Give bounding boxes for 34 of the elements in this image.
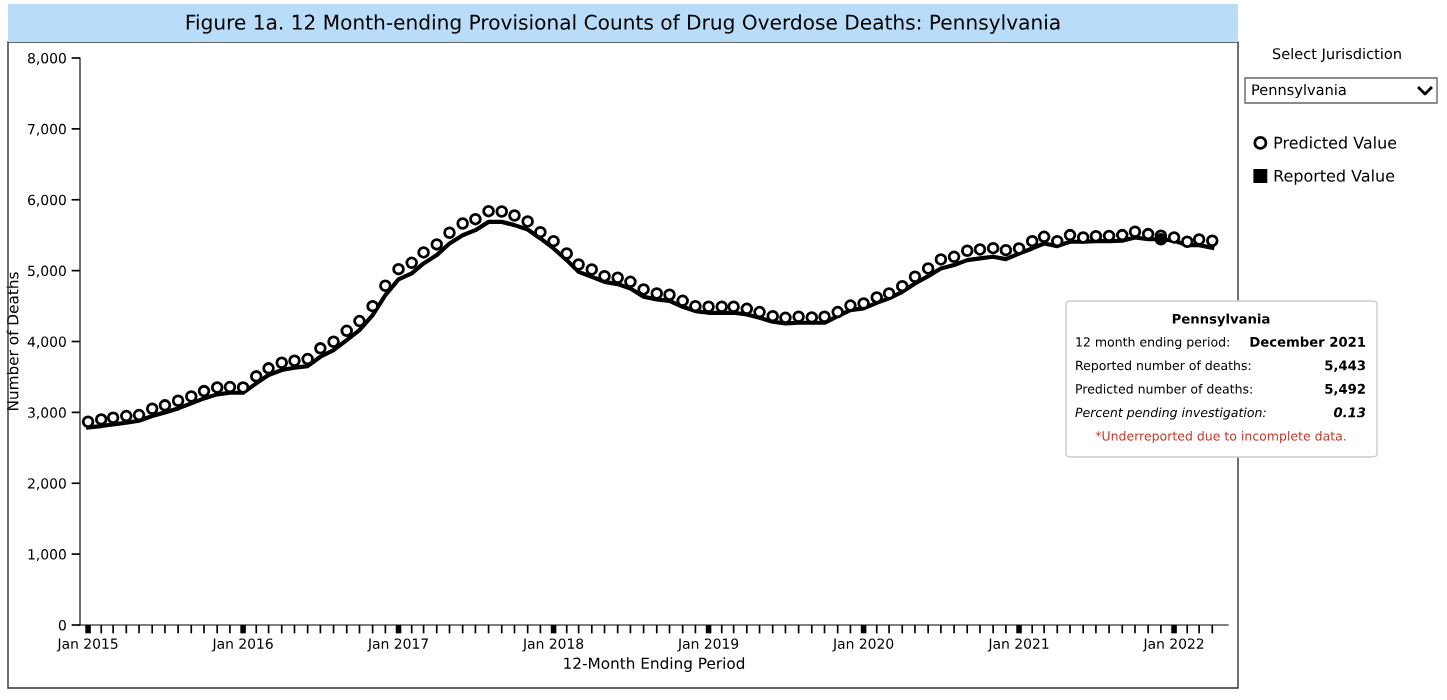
chart-title: Figure 1a. 12 Month-ending Provisional Counts of Drug Overdose Deaths: Pennsylvania: [186, 14, 1060, 34]
y-axis-title: Number of Deaths: [6, 272, 19, 410]
annotation: Pennsylvania: [1172, 313, 1270, 327]
x-axis-title: 12-Month Ending Period: [564, 657, 745, 672]
annotation: Predicted number of deaths:: [1076, 383, 1252, 394]
annotation: Percent pending investigation:: [1075, 407, 1266, 420]
x-tick-label: Jan 2022: [1142, 638, 1204, 652]
x-tick-label: Jan 2015: [56, 638, 118, 652]
y-tick-label: 3,000: [28, 407, 66, 420]
text: Select Jurisdiction: [1272, 47, 1401, 62]
x-tick-label: Jan 2017: [367, 638, 428, 652]
x-tick-label: Jan 2018: [522, 638, 584, 652]
text: December 2021: [1250, 336, 1366, 347]
y-tick-label: 6,000: [28, 194, 66, 207]
y-tick-label: 8,000: [27, 52, 66, 65]
y-tick-label: 5,000: [28, 265, 66, 278]
y-tick-label: 7,000: [28, 123, 66, 136]
x-tick-label: Jan 2021: [987, 638, 1049, 652]
x-tick-label: Jan 2016: [211, 638, 273, 652]
legend-label: Reported Value: [1274, 169, 1395, 185]
text: 5,492: [1325, 383, 1365, 396]
y-tick-label: 0: [58, 619, 66, 631]
text: 5,443: [1325, 360, 1365, 373]
text: 0.13: [1333, 407, 1366, 418]
x-tick-label: Jan 2020: [832, 638, 894, 652]
x-tick-label: Jan 2019: [677, 638, 739, 652]
annotation: *Underreported due to incomplete data.: [1095, 430, 1346, 444]
y-tick-label: 1,000: [28, 549, 66, 562]
y-tick-label: 2,000: [28, 478, 66, 491]
text: Pennsylvania: [1252, 83, 1346, 99]
annotation: Reported number of deaths:: [1076, 360, 1251, 373]
annotation: 12 month ending period:: [1076, 336, 1229, 350]
y-tick-label: 4,000: [27, 336, 66, 349]
legend-label: Predicted Value: [1274, 136, 1397, 149]
